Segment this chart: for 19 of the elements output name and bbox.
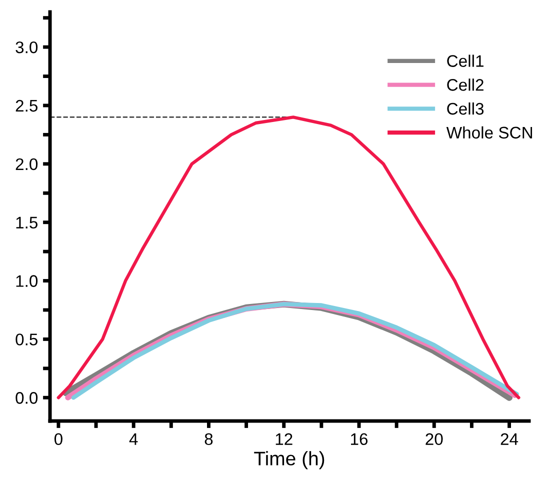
y-tick-label: 0.5	[16, 334, 38, 346]
legend-label: Cell2	[447, 78, 484, 91]
x-tick-label: 16	[351, 433, 368, 446]
y-tick-label: 1.5	[16, 216, 38, 229]
y-tick-label: 2.0	[16, 158, 38, 170]
y-tick-label: 1.0	[16, 275, 38, 287]
x-tick-label: 20	[426, 433, 443, 446]
x-axis-title: Time (h)	[254, 451, 324, 470]
legend-label: Whole SCN	[446, 126, 532, 139]
x-tick-label: 4	[129, 433, 138, 445]
y-tick-label: 0.0	[16, 392, 38, 404]
y-tick-label: 2.5	[16, 100, 38, 112]
legend-label: Cell3	[447, 102, 484, 115]
x-tick-label: 8	[204, 433, 213, 446]
x-tick-label: 0	[54, 433, 62, 446]
x-tick-label: 12	[276, 433, 292, 445]
y-tick-label: 3.0	[16, 41, 38, 54]
legend-label: Cell1	[447, 54, 484, 67]
x-tick-label: 24	[500, 433, 518, 445]
